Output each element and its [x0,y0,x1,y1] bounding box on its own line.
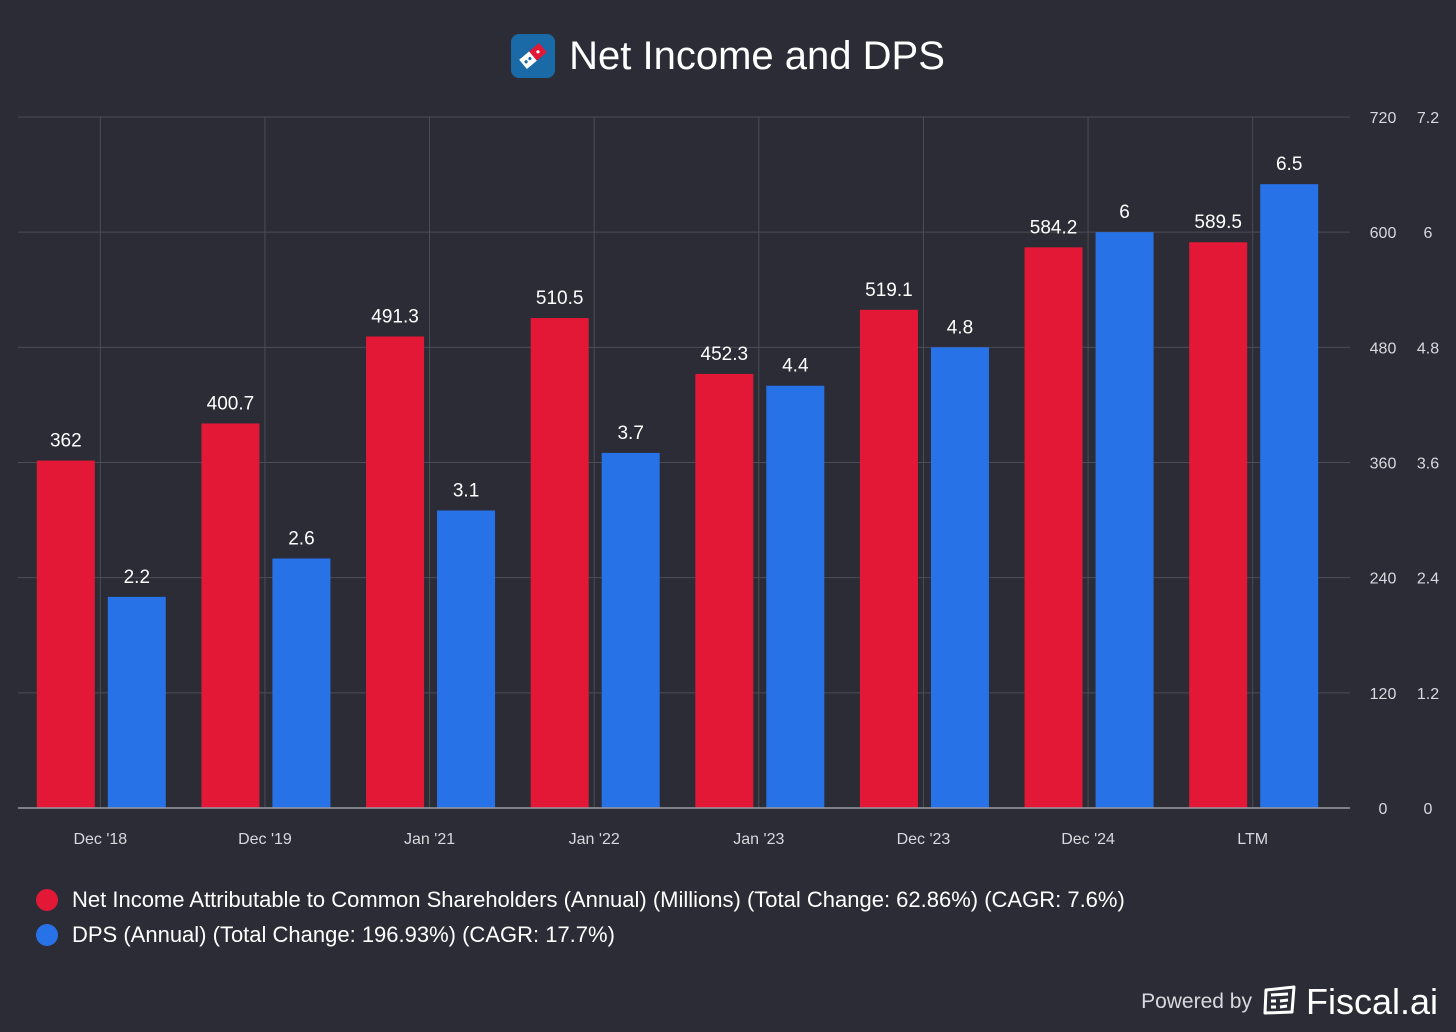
y-tick-label-right: 6 [1424,225,1433,242]
bar-net-income [366,336,425,808]
bar-dps [437,510,496,808]
y-tick-label-left: 360 [1370,456,1397,473]
data-label-net-income: 491.3 [371,306,419,327]
y-tick-label-right: 0 [1424,801,1433,818]
y-tick-label-right: 1.2 [1417,686,1439,703]
chart-header: Net Income and DPS [0,28,1456,84]
x-tick-label: Dec '23 [897,831,951,848]
y-tick-label-right: 7.2 [1417,110,1439,127]
data-label-net-income: 400.7 [207,393,255,414]
data-label-net-income: 452.3 [701,344,749,365]
bar-dps [272,558,331,808]
y-tick-label-right: 4.8 [1417,340,1439,357]
legend-item-net-income[interactable]: Net Income Attributable to Common Shareh… [36,882,1125,917]
bar-net-income [530,318,589,808]
data-label-dps: 3.7 [617,423,643,444]
legend-item-dps[interactable]: DPS (Annual) (Total Change: 196.93%) (CA… [36,917,1125,952]
x-tick-label: LTM [1237,831,1268,848]
bar-dps [601,452,660,808]
y-tick-label-right: 3.6 [1417,456,1439,473]
chart-area: 0 0 120 1.2 240 2.4 360 3.6 480 4.8 600 6 720 7.2 362 2… [18,110,1439,848]
data-label-net-income: 510.5 [536,288,584,309]
y-tick-label-left: 120 [1370,686,1397,703]
bar-net-income [695,373,754,808]
y-tick-label-left: 720 [1370,110,1397,127]
x-tick-label: Jan '21 [404,831,455,848]
y-tick-label-left: 480 [1370,340,1397,357]
legend-label-dps: DPS (Annual) (Total Change: 196.93%) (CA… [72,921,615,947]
bar-net-income [36,460,95,808]
legend-dot-net-income [36,888,58,911]
x-tick-label: Dec '19 [238,831,292,848]
chart-title: Net Income and DPS [569,33,945,78]
fiscal-ai-logo-icon [1262,984,1298,1021]
bar-net-income [859,309,918,808]
powered-by-text: Powered by [1141,990,1252,1013]
data-label-dps: 6 [1119,202,1130,223]
x-tick-label: Jan '23 [733,831,784,848]
y-tick-label-right: 2.4 [1417,571,1439,588]
bar-dps [1095,232,1154,808]
data-label-dps: 4.4 [782,356,809,377]
data-label-net-income: 362 [50,431,82,452]
fiscal-ai-brand[interactable]: Fiscal.ai [1305,981,1438,1022]
bar-net-income [201,423,260,808]
dominos-logo-icon [511,34,556,78]
bar-dps [1260,184,1319,809]
data-label-dps: 6.5 [1276,154,1302,175]
y-tick-label-left: 600 [1370,225,1397,242]
x-tick-label: Jan '22 [569,831,620,848]
data-label-dps: 4.8 [947,317,973,338]
footer: Powered by Fiscal.ai [1141,980,1438,1024]
legend: Net Income Attributable to Common Shareh… [36,882,1125,952]
data-label-dps: 2.6 [288,528,314,549]
data-label-net-income: 589.5 [1194,212,1242,233]
legend-dot-dps [36,923,58,946]
y-tick-label-left: 0 [1379,801,1388,818]
data-label-net-income: 519.1 [865,280,913,301]
x-tick-label: Dec '24 [1061,831,1115,848]
bar-net-income [1024,247,1083,809]
bar-dps [766,385,825,808]
data-label-net-income: 584.2 [1030,217,1078,238]
legend-label-net-income: Net Income Attributable to Common Shareh… [72,886,1125,912]
y-tick-label-left: 240 [1370,571,1397,588]
data-label-dps: 2.2 [124,567,150,588]
bar-net-income [1189,242,1248,808]
data-label-dps: 3.1 [453,480,479,501]
bar-dps [107,596,166,808]
x-tick-label: Dec '18 [73,831,127,848]
bar-dps [930,347,989,808]
